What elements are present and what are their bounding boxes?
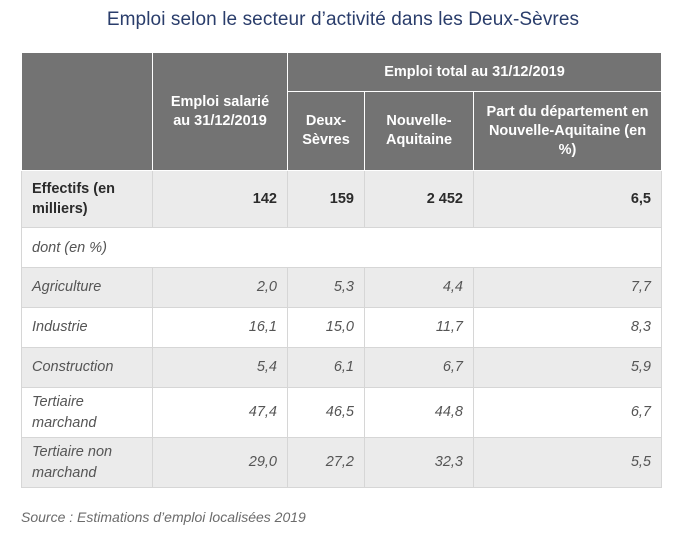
row-label: Industrie: [21, 307, 153, 348]
cell-value: 6,7: [364, 347, 474, 388]
cell-value: 6,7: [472, 387, 663, 438]
cell-value: 6,1: [287, 347, 365, 388]
header-empty-cell: [21, 52, 153, 171]
header-part-departement: Part du département en Nouvelle-Aquitain…: [472, 91, 663, 171]
table-row-subheader: dont (en %): [20, 227, 663, 268]
cell-value: 5,5: [472, 437, 663, 488]
header-emploi-total: Emploi total au 31/12/2019: [286, 52, 663, 92]
table-row-total: Effectifs (en milliers) 142 159 2 452 6,…: [21, 170, 663, 228]
cell-value: 16,1: [152, 307, 288, 348]
cell-value: 7,7: [472, 267, 663, 308]
cell-value: 8,3: [472, 307, 663, 348]
header-deux-sevres: Deux-Sèvres: [287, 91, 365, 171]
table-row: Tertiaire non marchand 29,0 27,2 32,3 5,…: [21, 437, 663, 488]
row-label: Tertiaire non marchand: [21, 437, 153, 488]
cell-value: 159: [287, 170, 365, 228]
table-row: Agriculture 2,0 5,3 4,4 7,7: [21, 267, 663, 308]
row-label: Tertiaire marchand: [21, 387, 153, 438]
cell-value: 46,5: [287, 387, 365, 438]
table-row: Construction 5,4 6,1 6,7 5,9: [21, 347, 663, 388]
cell-value: 15,0: [287, 307, 365, 348]
header-nouvelle-aquitaine: Nouvelle-Aquitaine: [364, 91, 474, 171]
cell-value: 142: [152, 170, 288, 228]
row-label: dont (en %): [20, 227, 663, 268]
cell-value: 5,4: [152, 347, 288, 388]
cell-value: 32,3: [364, 437, 474, 488]
cell-value: 5,9: [472, 347, 663, 388]
cell-value: 2 452: [364, 170, 474, 228]
table-row: Tertiaire marchand 47,4 46,5 44,8 6,7: [21, 387, 663, 438]
cell-value: 29,0: [152, 437, 288, 488]
cell-value: 4,4: [364, 267, 474, 308]
employment-table: Emploi salarié au 31/12/2019 Emploi tota…: [20, 52, 663, 488]
row-label: Effectifs (en milliers): [21, 170, 153, 228]
cell-value: 6,5: [472, 170, 663, 228]
cell-value: 2,0: [152, 267, 288, 308]
cell-value: 47,4: [152, 387, 288, 438]
page-title: Emploi selon le secteur d’activité dans …: [106, 9, 580, 30]
row-label: Construction: [21, 347, 153, 388]
cell-value: 11,7: [364, 307, 474, 348]
cell-value: 44,8: [364, 387, 474, 438]
table-row: Industrie 16,1 15,0 11,7 8,3: [21, 307, 663, 348]
row-label: Agriculture: [21, 267, 153, 308]
source-note: Source : Estimations d’emploi localisées…: [21, 509, 306, 525]
header-emploi-salarie: Emploi salarié au 31/12/2019: [152, 52, 288, 171]
cell-value: 5,3: [287, 267, 365, 308]
cell-value: 27,2: [287, 437, 365, 488]
